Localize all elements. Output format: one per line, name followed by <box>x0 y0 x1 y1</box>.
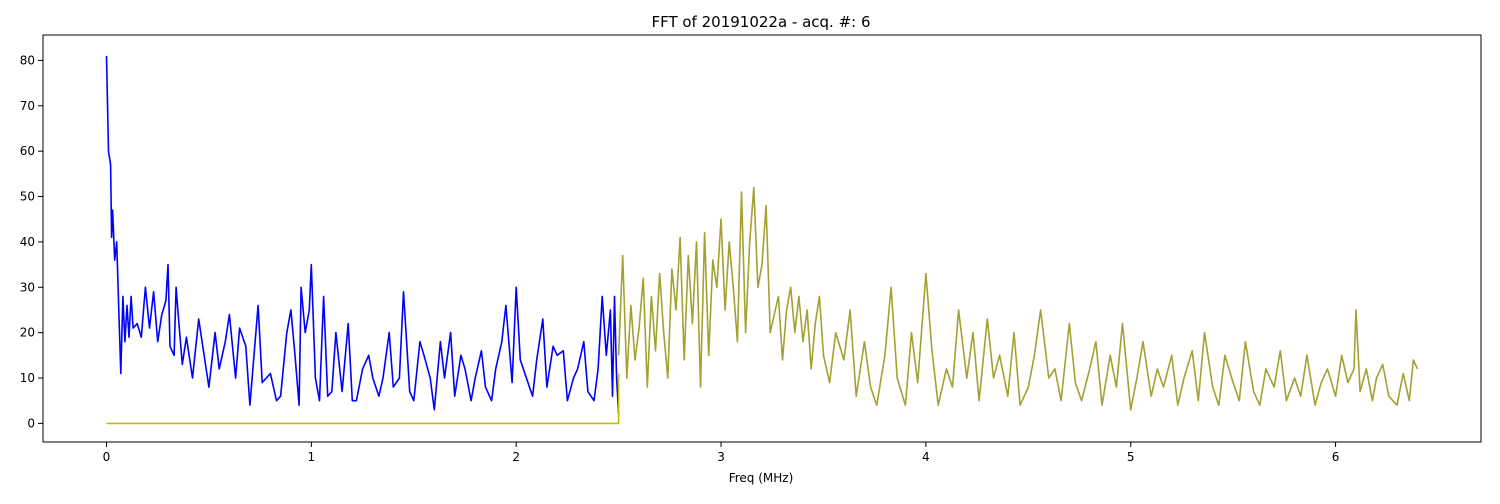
x-tick-label: 2 <box>512 450 520 464</box>
y-tick-label: 50 <box>20 190 35 204</box>
y-tick-label: 40 <box>20 235 35 249</box>
x-tick-label: 0 <box>103 450 111 464</box>
x-tick-label: 5 <box>1127 450 1135 464</box>
x-tick-label: 1 <box>308 450 316 464</box>
y-tick-label: 20 <box>20 326 35 340</box>
chart-title: FFT of 20191022a - acq. #: 6 <box>651 13 870 31</box>
y-tick-label: 10 <box>20 371 35 385</box>
y-tick-label: 0 <box>27 416 35 430</box>
series-layer <box>105 55 1419 425</box>
plot-frame <box>42 34 1482 443</box>
series-line-1 <box>105 55 620 415</box>
y-tick-label: 70 <box>20 99 35 113</box>
y-tick-label: 80 <box>20 53 35 67</box>
series-line-3 <box>617 186 1419 411</box>
series-line-2 <box>106 373 620 425</box>
x-tick-label: 6 <box>1332 450 1340 464</box>
y-tick-label: 60 <box>20 144 35 158</box>
y-tick-label: 30 <box>20 280 35 294</box>
x-tick-label: 4 <box>922 450 930 464</box>
x-axis-label: Freq (MHz) <box>729 471 794 485</box>
x-tick-label: 3 <box>717 450 725 464</box>
